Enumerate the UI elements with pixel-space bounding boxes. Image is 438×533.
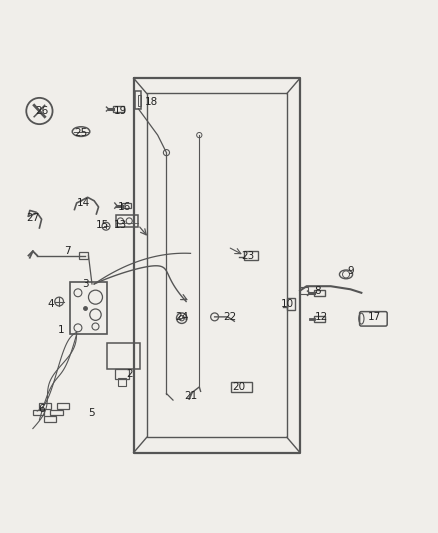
Text: 3: 3 — [82, 279, 89, 289]
Text: 17: 17 — [368, 312, 381, 322]
Text: 9: 9 — [347, 266, 354, 276]
Text: 15: 15 — [96, 220, 110, 230]
Text: 21: 21 — [184, 391, 197, 401]
Text: 25: 25 — [74, 128, 88, 138]
Text: 10: 10 — [280, 298, 293, 309]
Text: 4: 4 — [47, 298, 54, 309]
Text: 18: 18 — [145, 97, 158, 107]
Text: 6: 6 — [38, 404, 45, 414]
Text: 20: 20 — [232, 382, 245, 392]
Text: 7: 7 — [64, 246, 71, 256]
Text: 22: 22 — [223, 312, 237, 322]
Text: 1: 1 — [58, 325, 65, 335]
Text: 2: 2 — [126, 369, 133, 379]
Text: 5: 5 — [88, 408, 95, 418]
Text: 26: 26 — [35, 106, 48, 116]
Text: 19: 19 — [114, 106, 127, 116]
Text: 24: 24 — [175, 312, 188, 322]
Text: 13: 13 — [114, 220, 127, 230]
Text: 23: 23 — [241, 251, 254, 261]
Text: 8: 8 — [314, 286, 321, 296]
Text: 14: 14 — [77, 198, 90, 208]
Text: 16: 16 — [118, 203, 131, 212]
Text: 27: 27 — [26, 213, 39, 223]
Text: 12: 12 — [315, 312, 328, 322]
